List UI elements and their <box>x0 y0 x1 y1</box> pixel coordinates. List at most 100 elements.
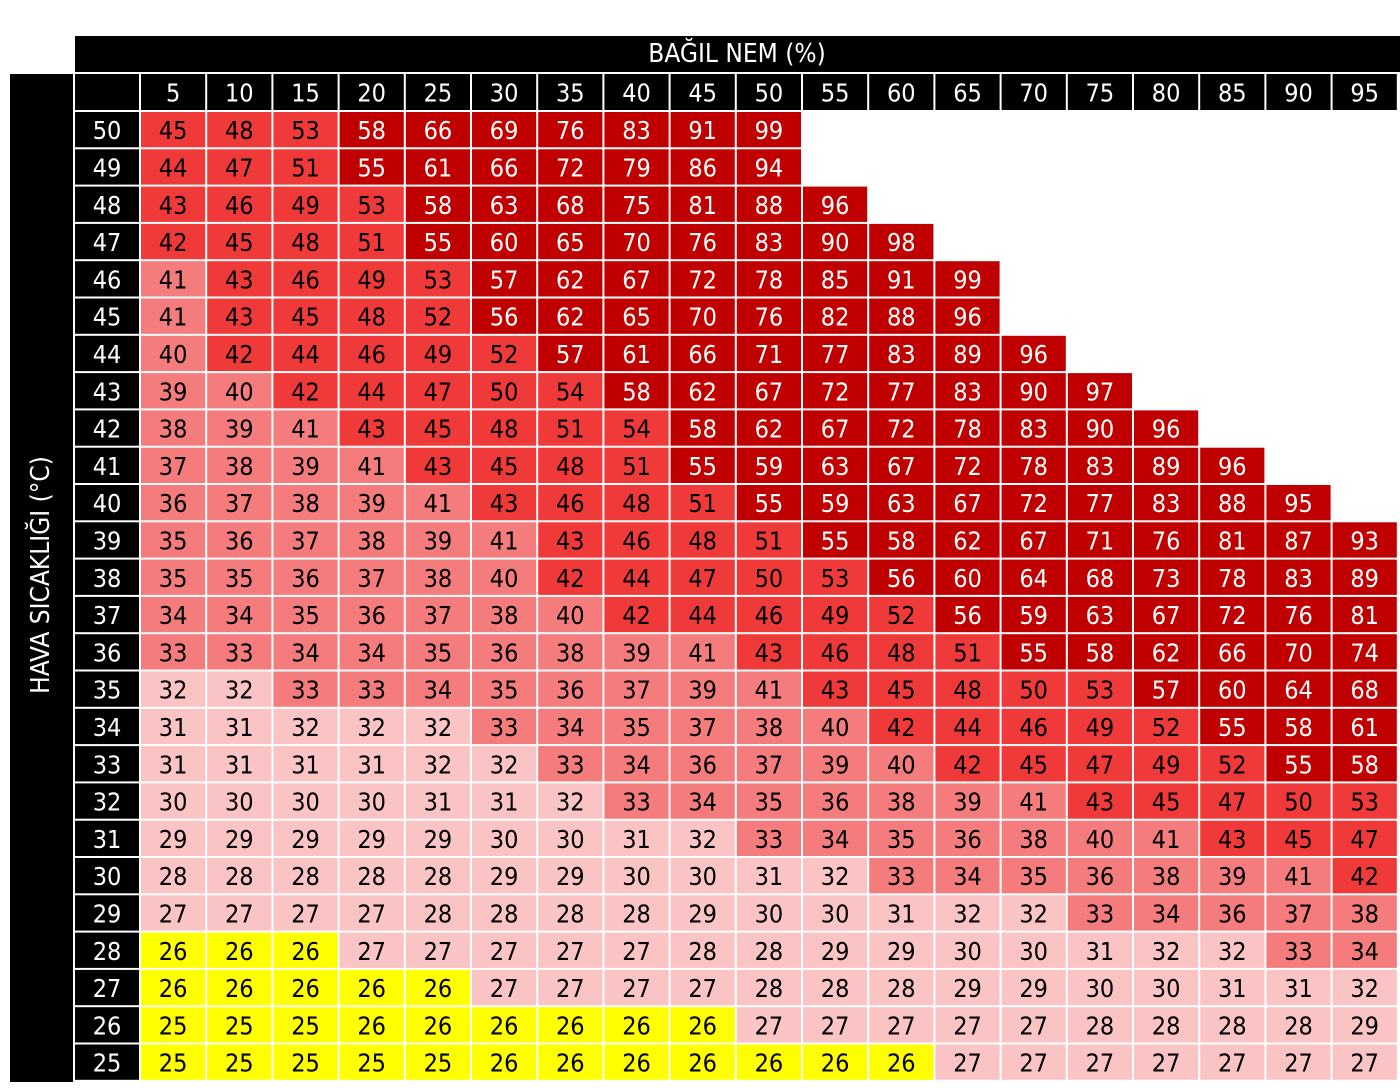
heat-cell-value: 28 <box>821 974 850 1003</box>
heat-cell <box>1001 895 1066 931</box>
row-header: 44 <box>93 340 122 369</box>
heat-cell <box>405 522 470 558</box>
heat-cell <box>538 298 603 334</box>
heat-cell <box>1200 783 1265 819</box>
heat-cell-value: 32 <box>225 676 254 705</box>
heat-cell <box>935 298 1000 334</box>
heat-cell-value: 46 <box>755 601 784 630</box>
heat-cell <box>538 895 603 931</box>
heat-cell <box>472 596 537 633</box>
heat-cell-value: 36 <box>688 750 717 779</box>
heat-cell-value: 30 <box>622 862 651 891</box>
heat-cell-value: 32 <box>357 713 386 742</box>
heat-cell <box>803 895 868 931</box>
heat-cell <box>1134 522 1199 558</box>
heat-cell-value: 26 <box>688 1049 717 1078</box>
heat-cell-value: 52 <box>424 303 453 332</box>
heat-cell-value: 39 <box>622 638 651 667</box>
heat-cell <box>538 373 603 409</box>
heat-cell-value: 29 <box>357 825 386 854</box>
heat-cell-value: 66 <box>490 153 519 182</box>
heat-cell-value: 38 <box>887 788 916 817</box>
heat-cell <box>1067 932 1132 968</box>
heat-cell-value: 89 <box>1152 452 1181 481</box>
column-header: 80 <box>1152 79 1181 108</box>
heat-cell <box>869 559 934 595</box>
heat-cell <box>869 783 934 819</box>
heat-cell <box>1001 1044 1066 1080</box>
heat-cell <box>670 1007 735 1043</box>
heat-cell-value: 31 <box>1284 974 1313 1003</box>
heat-cell-value: 64 <box>1284 676 1313 705</box>
heat-cell <box>670 708 735 745</box>
heat-cell <box>869 671 934 707</box>
heat-cell <box>670 596 735 633</box>
heat-cell-value: 41 <box>490 526 519 555</box>
heat-cell-value: 38 <box>1152 862 1181 891</box>
heat-cell <box>273 373 338 409</box>
heat-cell-value: 36 <box>291 564 320 593</box>
heat-cell <box>803 298 868 334</box>
heat-cell <box>207 223 272 260</box>
heat-cell-value: 42 <box>556 564 585 593</box>
heat-cell <box>405 335 470 372</box>
heat-cells: 45 48 53 58 66 69 76 83 91 99 44 47 51 55 61 66 72 79 86 94… <box>141 112 1397 1080</box>
heat-cell <box>339 410 404 446</box>
column-header: 35 <box>556 79 585 108</box>
heat-cell <box>736 335 801 372</box>
heat-cell-value: 26 <box>291 937 320 966</box>
heat-cell-value: 34 <box>159 601 188 630</box>
heat-cell <box>339 820 404 856</box>
heat-cell <box>1067 447 1132 483</box>
heat-cell <box>869 522 934 558</box>
heat-cell <box>1200 671 1265 707</box>
heat-cell-value: 25 <box>357 1049 386 1078</box>
heat-cell <box>803 447 868 483</box>
heat-cell <box>736 261 801 297</box>
heat-cell-value: 99 <box>953 265 982 294</box>
heat-cell-value: 39 <box>291 452 320 481</box>
heat-cell <box>1200 858 1265 894</box>
heat-cell <box>1266 783 1331 819</box>
heat-cell <box>1200 522 1265 558</box>
heat-cell-value: 44 <box>688 601 717 630</box>
heat-cell-value: 72 <box>688 265 717 294</box>
heat-cell-value: 27 <box>688 974 717 1003</box>
heat-cell <box>1332 708 1397 745</box>
heat-cell <box>472 149 537 185</box>
heat-cell <box>670 746 735 782</box>
heat-cell-value: 26 <box>291 974 320 1003</box>
heat-cell-value: 39 <box>953 788 982 817</box>
heat-cell <box>1266 596 1331 633</box>
heat-cell-value: 51 <box>622 452 651 481</box>
heat-cell <box>935 447 1000 483</box>
heat-cell-value: 29 <box>1350 1011 1379 1040</box>
row-header: 32 <box>93 788 122 817</box>
heat-cell <box>736 783 801 819</box>
heat-cell <box>273 559 338 595</box>
heat-cell-value: 32 <box>424 713 453 742</box>
heat-cell-value: 76 <box>755 303 784 332</box>
row-header: 43 <box>93 377 122 406</box>
heat-cell-value: 28 <box>887 974 916 1003</box>
heat-cell-value: 47 <box>424 377 453 406</box>
heat-cell <box>935 1007 1000 1043</box>
heat-cell-value: 39 <box>357 489 386 518</box>
heat-cell <box>273 858 338 894</box>
column-header: 40 <box>622 79 651 108</box>
heat-cell-value: 33 <box>1284 937 1313 966</box>
heat-cell-value: 31 <box>225 713 254 742</box>
row-header-bg <box>75 783 139 819</box>
heat-cell-value: 32 <box>159 676 188 705</box>
heat-cell-value: 83 <box>953 377 982 406</box>
heat-cell <box>1134 634 1199 670</box>
heat-cell <box>405 223 470 260</box>
column-header-bg <box>803 74 868 110</box>
heat-cell-value: 37 <box>291 526 320 555</box>
heat-cell <box>1001 410 1066 446</box>
heat-cell-value: 57 <box>556 340 585 369</box>
heat-cell-value: 67 <box>821 415 850 444</box>
heat-cell-value: 25 <box>291 1049 320 1078</box>
heat-cell <box>339 485 404 521</box>
heat-cell-value: 31 <box>755 862 784 891</box>
